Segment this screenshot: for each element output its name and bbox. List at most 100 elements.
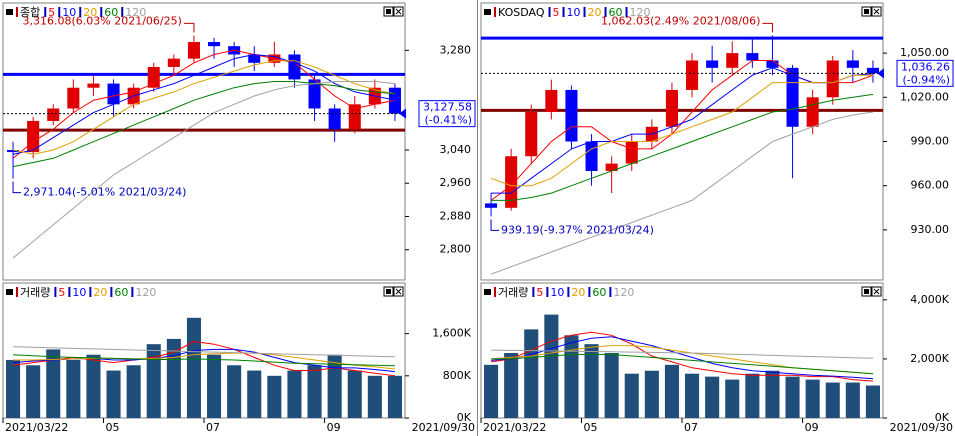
legend-separator <box>110 287 113 297</box>
panel-icon <box>6 289 13 295</box>
moving-average-line <box>491 93 874 201</box>
volume-bar <box>287 370 302 418</box>
moving-average-line <box>491 67 874 194</box>
moving-average-line <box>490 74 873 187</box>
legend-title: 종합 <box>20 6 40 19</box>
volume-bar <box>705 376 720 418</box>
y-tick-label: 1,050.00 <box>900 46 949 59</box>
legend-entry: 20 <box>588 6 602 19</box>
volume-bar <box>46 349 61 418</box>
legend-separator <box>58 7 61 17</box>
last-price-box <box>418 100 476 128</box>
legend-separator <box>546 287 549 297</box>
candle-body <box>67 87 80 109</box>
legend-separator <box>588 287 591 297</box>
candle-body <box>686 60 699 90</box>
x-tick-label: 09 <box>327 421 341 434</box>
panel-icon <box>484 9 491 15</box>
candle-body <box>665 89 678 127</box>
volume-bar <box>247 370 262 418</box>
x-end-label: 2021/09/30 <box>890 421 953 434</box>
candle-body <box>585 141 598 171</box>
volume-bar <box>765 370 780 418</box>
legend-entry: 5 <box>553 6 560 19</box>
volume-bar <box>805 379 820 418</box>
volume-bar <box>544 314 559 418</box>
annotation-arrow <box>183 22 195 33</box>
volume-bar <box>584 344 599 418</box>
volume-bar <box>347 370 362 418</box>
moving-average-line <box>491 336 874 380</box>
moving-average-line <box>491 331 874 382</box>
moving-average-line <box>491 354 874 375</box>
candle-body <box>505 156 518 208</box>
annotation-arrow <box>12 181 22 194</box>
legend-mark <box>16 287 18 297</box>
legend-entry: 120 <box>613 286 634 299</box>
volume-bar <box>644 370 659 418</box>
volume-bar <box>6 359 21 418</box>
moving-average-line <box>12 81 396 259</box>
volume-bar <box>86 354 101 418</box>
close-icon <box>395 8 402 15</box>
x-end-label: 2021/09/30 <box>412 421 475 434</box>
candle-body <box>806 97 819 127</box>
close-icon <box>395 288 402 295</box>
candle-body <box>565 89 578 142</box>
x-tick-label: 05 <box>106 421 120 434</box>
volume-bar <box>26 365 41 418</box>
candle-body <box>328 108 341 130</box>
legend-entry: 10 <box>550 286 564 299</box>
legend-title: 거래량 <box>20 286 50 299</box>
last-change-label: (-0.41%) <box>425 114 473 127</box>
volume-bar <box>267 375 282 418</box>
annotation-label: 1,062.03(2.49% 2021/08/06) <box>601 14 760 27</box>
legend-mark <box>16 7 18 17</box>
volume-bar <box>66 359 81 418</box>
panel-frame <box>480 2 884 281</box>
legend-entry: 20 <box>83 6 97 19</box>
volume-bar <box>166 338 181 418</box>
legend-separator <box>548 7 551 17</box>
volume-bar <box>367 375 382 418</box>
close-icon <box>873 8 880 15</box>
legend-separator <box>100 7 103 17</box>
y-tick-label: 1,600K <box>432 327 471 340</box>
legend-separator <box>562 7 565 17</box>
x-tick-label: 07 <box>206 421 220 434</box>
candle-body <box>726 53 739 68</box>
volume-bar <box>825 382 840 418</box>
candle-body <box>706 60 719 68</box>
legend-title: 거래량 <box>498 286 528 299</box>
moving-average-line <box>490 111 874 275</box>
annotation-arrow <box>490 219 500 231</box>
panel-frame <box>2 282 406 419</box>
legend-entry: 120 <box>135 286 156 299</box>
candle-body <box>7 150 20 153</box>
candle-body <box>248 54 261 63</box>
last-price-box <box>896 59 954 87</box>
y-tick-label: 800K <box>443 369 472 382</box>
y-tick-label: 0K <box>457 411 472 424</box>
close-icon <box>873 288 880 295</box>
volume-bar <box>106 370 121 418</box>
legend-entry: 20 <box>571 286 585 299</box>
moving-average-line <box>13 81 396 168</box>
volume-bar <box>725 379 740 418</box>
volume-bar <box>126 365 141 418</box>
candle-body <box>167 58 180 67</box>
x-tick-label: 05 <box>584 421 598 434</box>
volume-bar <box>207 354 222 418</box>
legend-separator <box>89 287 92 297</box>
candle-body <box>545 89 558 113</box>
candle-body <box>208 42 221 47</box>
moving-average-line <box>13 354 396 367</box>
last-price-label: 1,036.26 <box>901 60 950 73</box>
volume-bar <box>327 354 342 418</box>
last-price-marker <box>399 108 406 119</box>
x-tick-label: 07 <box>684 421 698 434</box>
volume-bar <box>564 335 579 418</box>
volume-bar <box>785 376 800 418</box>
legend-entry: 60 <box>592 286 606 299</box>
